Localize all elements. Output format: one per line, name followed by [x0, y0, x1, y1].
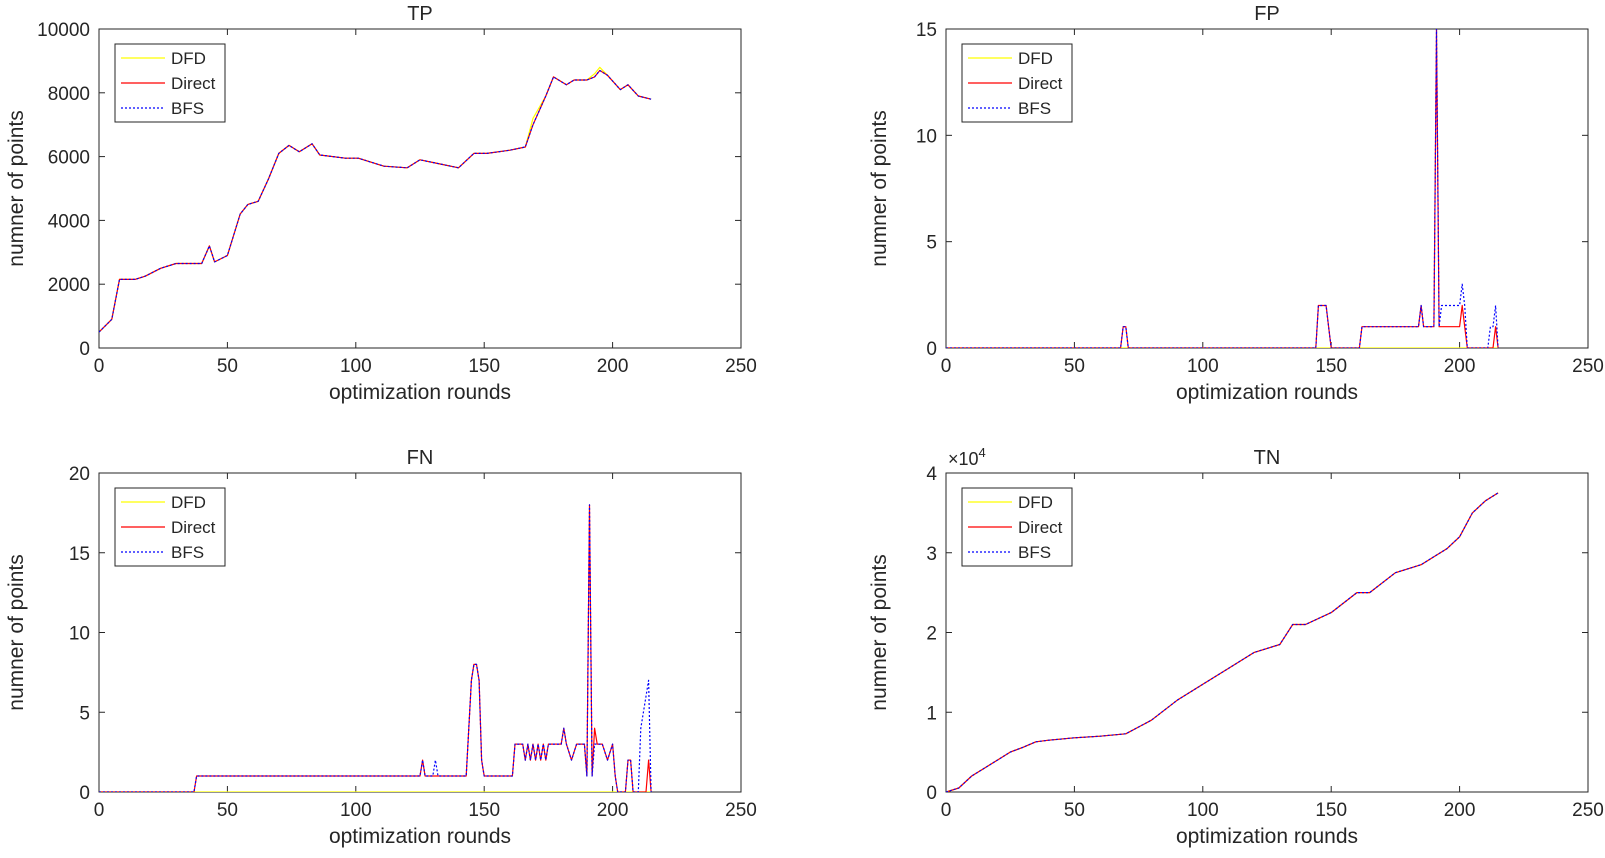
y-tick-label: 8000 [48, 84, 90, 105]
y-tick-label: 10 [69, 624, 90, 645]
legend-label-bfs: BFS [171, 543, 204, 562]
legend-label-bfs: BFS [1018, 99, 1051, 118]
legend-label-bfs: BFS [1018, 543, 1051, 562]
x-tick-label: 0 [94, 356, 105, 377]
legend: DFD Direct BFS [114, 487, 226, 567]
x-tick-label: 250 [1572, 356, 1604, 377]
x-tick-label: 200 [597, 356, 629, 377]
x-tick-label: 0 [941, 800, 952, 821]
x-tick-label: 200 [1444, 356, 1476, 377]
x-axis-label: optimization rounds [329, 381, 511, 404]
y-tick-label: 3 [926, 544, 937, 565]
chart-fn: 0 50 100 150 200 250 0 5 10 15 20 FN optimization ro… [5, 447, 757, 848]
legend: DFD Direct BFS [961, 43, 1073, 123]
legend-label-direct: Direct [1018, 518, 1063, 537]
y-tick-label: 15 [69, 544, 90, 565]
legend-label-dfd: DFD [171, 49, 206, 68]
legend: DFD Direct BFS [961, 487, 1073, 567]
y-tick-label: 0 [79, 783, 90, 804]
x-tick-label: 0 [94, 800, 105, 821]
chart-title: TN [1254, 447, 1281, 469]
x-tick-label: 50 [217, 800, 238, 821]
x-tick-label: 250 [1572, 800, 1604, 821]
series-line-bfs [946, 492, 1499, 792]
y-tick-label: 10 [916, 126, 937, 147]
x-tick-label: 200 [1444, 800, 1476, 821]
legend-label-direct: Direct [171, 74, 216, 93]
y-tick-label: 4000 [48, 211, 90, 232]
legend-label-dfd: DFD [1018, 493, 1053, 512]
y-tick-label: 1 [926, 703, 937, 724]
x-tick-label: 250 [725, 356, 757, 377]
x-tick-label: 0 [941, 356, 952, 377]
series-group [946, 29, 1499, 348]
x-axis-label: optimization rounds [1176, 825, 1358, 848]
legend-label-dfd: DFD [1018, 49, 1053, 68]
y-tick-label: 20 [69, 464, 90, 485]
x-tick-label: 100 [340, 800, 372, 821]
x-tick-label: 100 [1187, 356, 1219, 377]
chart-title: TP [407, 3, 433, 25]
legend-label-direct: Direct [1018, 74, 1063, 93]
x-tick-label: 150 [468, 356, 500, 377]
x-tick-label: 50 [217, 356, 238, 377]
x-tick-label: 50 [1064, 800, 1085, 821]
legend-label-bfs: BFS [171, 99, 204, 118]
x-tick-label: 50 [1064, 356, 1085, 377]
y-tick-label: 5 [79, 703, 90, 724]
y-tick-label: 0 [926, 339, 937, 360]
x-tick-label: 250 [725, 800, 757, 821]
x-tick-label: 200 [597, 800, 629, 821]
y-tick-label: 15 [916, 20, 937, 41]
x-tick-label: 150 [468, 800, 500, 821]
y-axis-label: numner of points [868, 554, 891, 710]
chart-tp: 0 50 100 150 200 250 0 2000 4000 6000 8000 10000 TP o… [5, 3, 757, 404]
chart-title: FN [407, 447, 434, 469]
y-axis-label: numner of points [5, 554, 28, 710]
legend-label-dfd: DFD [171, 493, 206, 512]
y-axis-multiplier-exponent: 4 [979, 445, 986, 460]
legend-label-direct: Direct [171, 518, 216, 537]
y-tick-label: 0 [79, 339, 90, 360]
x-tick-label: 150 [1315, 356, 1347, 377]
y-axis-multiplier: ×104 [948, 445, 986, 469]
y-tick-label: 6000 [48, 148, 90, 169]
x-axis-label: optimization rounds [1176, 381, 1358, 404]
y-axis-label: numner of points [868, 110, 891, 266]
x-tick-label: 100 [1187, 800, 1219, 821]
legend: DFD Direct BFS [114, 43, 226, 123]
series-line-bfs [99, 69, 652, 333]
y-tick-label: 10000 [37, 20, 90, 41]
chart-title: FP [1254, 3, 1280, 25]
y-tick-label: 2 [926, 624, 937, 645]
y-axis-label: numner of points [5, 110, 28, 266]
x-tick-label: 100 [340, 356, 372, 377]
y-axis-multiplier-base: ×10 [948, 449, 979, 469]
series-group [946, 492, 1499, 792]
y-tick-label: 4 [926, 464, 937, 485]
y-tick-label: 0 [926, 783, 937, 804]
y-tick-label: 5 [926, 233, 937, 254]
chart-fp: 0 50 100 150 200 250 0 5 10 15 FP optimization roun… [868, 3, 1604, 404]
series-group [99, 504, 652, 792]
x-axis-label: optimization rounds [329, 825, 511, 848]
x-tick-label: 150 [1315, 800, 1347, 821]
series-group [99, 66, 652, 333]
y-tick-label: 2000 [48, 275, 90, 296]
